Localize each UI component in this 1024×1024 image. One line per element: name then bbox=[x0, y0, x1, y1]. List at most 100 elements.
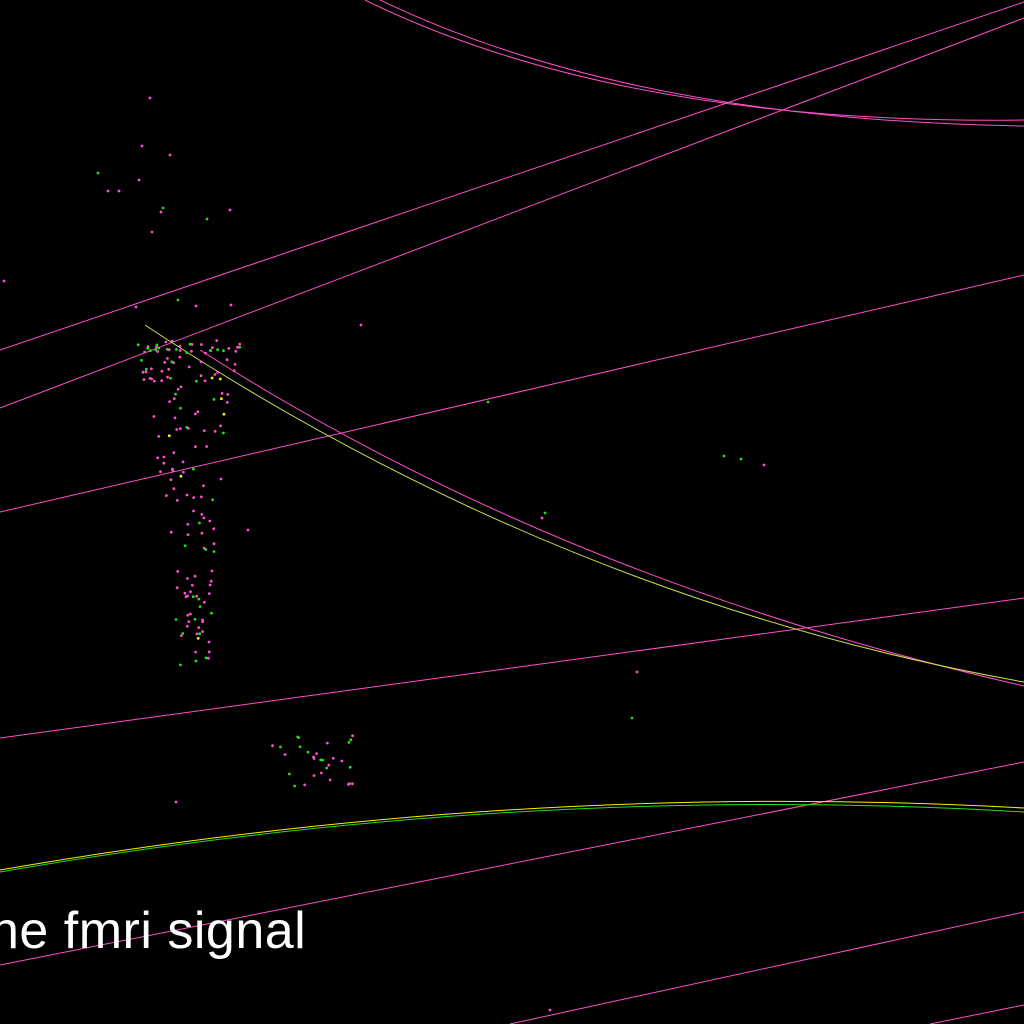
point-marker bbox=[162, 455, 166, 459]
point-marker bbox=[222, 412, 226, 416]
point-marker bbox=[194, 650, 198, 654]
point-marker bbox=[201, 620, 205, 624]
point-marker bbox=[196, 636, 200, 640]
point-marker bbox=[144, 367, 148, 371]
point-marker bbox=[236, 345, 239, 349]
point-marker bbox=[150, 230, 154, 234]
point-marker bbox=[315, 752, 318, 755]
point-marker bbox=[202, 484, 205, 488]
point-marker bbox=[210, 569, 214, 573]
point-marker bbox=[187, 620, 191, 623]
point-marker bbox=[178, 344, 182, 348]
point-marker bbox=[200, 531, 204, 535]
point-marker bbox=[181, 460, 185, 464]
point-marker bbox=[347, 741, 351, 744]
point-marker bbox=[193, 617, 197, 621]
point-marker bbox=[166, 375, 169, 379]
point-marker bbox=[204, 351, 207, 355]
point-marker bbox=[201, 630, 205, 633]
point-marker bbox=[246, 528, 250, 532]
point-marker bbox=[191, 595, 195, 599]
point-marker bbox=[195, 379, 198, 383]
point-marker bbox=[192, 467, 195, 471]
point-marker bbox=[225, 401, 229, 404]
point-marker bbox=[198, 605, 202, 608]
point-marker bbox=[200, 495, 203, 499]
point-marker bbox=[170, 360, 174, 364]
point-marker bbox=[185, 624, 189, 628]
point-marker bbox=[325, 766, 329, 770]
point-marker bbox=[238, 345, 242, 349]
point-marker bbox=[348, 765, 352, 769]
point-marker bbox=[149, 349, 152, 352]
point-marker bbox=[136, 343, 140, 347]
point-marker bbox=[174, 618, 178, 621]
point-marker bbox=[216, 348, 220, 351]
point-marker bbox=[331, 756, 335, 760]
point-marker bbox=[186, 577, 189, 580]
point-marker bbox=[543, 511, 547, 515]
point-marker bbox=[154, 348, 158, 352]
point-marker bbox=[205, 217, 209, 221]
streamline bbox=[929, 1004, 1024, 1024]
point-marker bbox=[207, 650, 211, 654]
point-marker bbox=[179, 385, 183, 389]
point-marker bbox=[298, 745, 302, 749]
point-marker bbox=[137, 178, 141, 182]
point-marker bbox=[148, 377, 152, 380]
streamline bbox=[0, 800, 1024, 871]
point-marker bbox=[199, 374, 203, 378]
point-cloud-layer bbox=[2, 96, 766, 1012]
point-marker bbox=[175, 348, 178, 351]
point-marker bbox=[192, 509, 195, 513]
point-marker bbox=[174, 392, 177, 396]
point-marker bbox=[303, 783, 307, 787]
point-marker bbox=[359, 323, 363, 327]
point-marker bbox=[306, 750, 310, 754]
point-marker bbox=[178, 355, 182, 359]
point-marker bbox=[176, 388, 180, 391]
point-marker bbox=[226, 393, 230, 396]
point-marker bbox=[190, 583, 194, 587]
point-marker bbox=[175, 428, 179, 431]
point-marker bbox=[155, 345, 158, 349]
point-marker bbox=[157, 346, 161, 350]
point-marker bbox=[215, 339, 219, 342]
point-marker bbox=[319, 771, 323, 775]
point-marker bbox=[212, 550, 216, 553]
point-marker bbox=[152, 379, 156, 383]
point-marker bbox=[212, 398, 216, 401]
point-marker bbox=[169, 530, 173, 534]
point-marker bbox=[209, 579, 213, 583]
point-marker bbox=[178, 427, 182, 431]
streamline bbox=[509, 911, 1024, 1024]
point-marker bbox=[325, 741, 329, 745]
point-marker bbox=[202, 516, 206, 520]
point-marker bbox=[170, 339, 174, 343]
point-marker bbox=[220, 392, 224, 395]
point-marker bbox=[172, 451, 176, 454]
point-marker bbox=[216, 370, 220, 374]
point-marker bbox=[159, 470, 162, 474]
point-marker bbox=[142, 378, 146, 381]
point-marker bbox=[213, 429, 217, 433]
point-marker bbox=[193, 412, 197, 416]
point-marker bbox=[349, 738, 353, 742]
point-marker bbox=[160, 369, 164, 373]
point-marker bbox=[351, 734, 354, 738]
point-marker bbox=[159, 210, 163, 214]
point-marker bbox=[220, 397, 223, 401]
point-marker bbox=[199, 360, 203, 364]
point-marker bbox=[193, 574, 197, 578]
point-marker bbox=[219, 424, 222, 428]
point-marker bbox=[347, 783, 350, 786]
point-marker bbox=[184, 595, 188, 599]
point-marker bbox=[327, 763, 331, 767]
point-marker bbox=[181, 632, 185, 635]
point-marker bbox=[232, 369, 236, 373]
point-marker bbox=[202, 429, 206, 432]
point-marker bbox=[486, 400, 490, 404]
point-marker bbox=[195, 594, 199, 598]
